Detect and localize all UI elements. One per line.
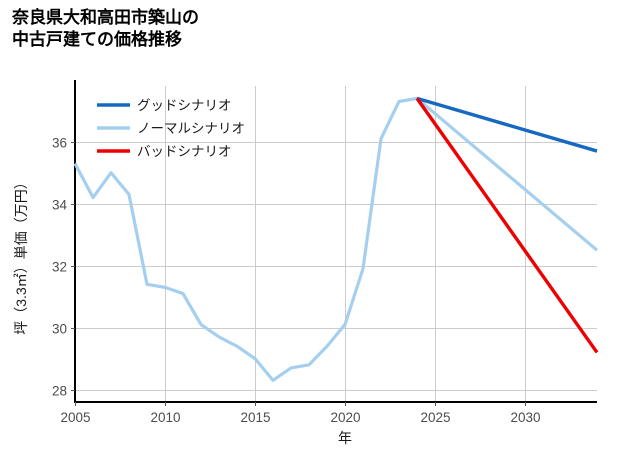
x-tick-label: 2020 xyxy=(330,410,360,425)
legend-label-1: ノーマルシナリオ xyxy=(137,121,245,136)
x-tick-label: 2030 xyxy=(510,410,540,425)
series-line-good xyxy=(416,96,598,153)
axis-spines xyxy=(73,80,597,404)
x-tick-label: 2010 xyxy=(150,410,180,425)
x-tick-label: 2005 xyxy=(60,410,90,425)
x-tick-label: 2025 xyxy=(420,410,450,425)
axis-tickmarks xyxy=(71,142,526,406)
x-tick-labels: 2005 2010 2015 2020 2025 2030 xyxy=(60,410,540,425)
series-lines xyxy=(73,96,599,382)
y-tick-label: 32 xyxy=(52,260,67,275)
y-tick-label: 34 xyxy=(52,198,68,213)
legend-label-2: バッドシナリオ xyxy=(137,144,232,159)
chart-title: 奈良県大和高田市築山の 中古戸建ての価格推移 xyxy=(12,7,432,52)
chart-title-line1: 奈良県大和高田市築山の xyxy=(12,8,199,27)
series-line-bad xyxy=(415,97,599,354)
chart-title-line2: 中古戸建ての価格推移 xyxy=(12,30,182,50)
y-tick-label: 30 xyxy=(52,322,67,337)
gridlines xyxy=(75,86,597,402)
y-tick-label: 36 xyxy=(52,136,67,151)
y-tick-label: 28 xyxy=(52,384,67,399)
y-tick-labels: 28 30 32 34 36 xyxy=(52,136,68,399)
x-tick-label: 2015 xyxy=(240,410,270,425)
legend-label-0: グッドシナリオ xyxy=(137,98,232,113)
series-line-normal xyxy=(73,96,599,382)
y-axis-title: 坪（3.3㎡）単価（万円） xyxy=(13,175,29,334)
x-axis-title: 年 xyxy=(338,430,352,446)
